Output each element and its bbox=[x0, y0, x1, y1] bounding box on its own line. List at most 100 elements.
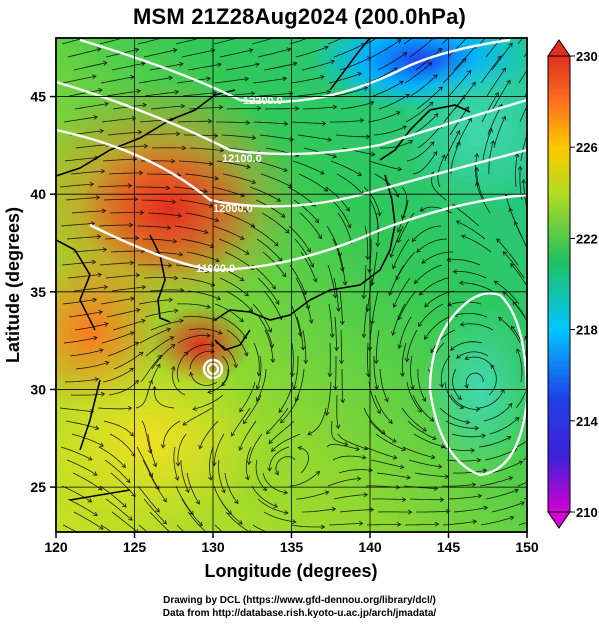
streamline-arrowhead bbox=[156, 363, 161, 369]
streamline-arrowhead bbox=[514, 488, 519, 494]
streamline bbox=[445, 420, 479, 429]
streamline bbox=[520, 133, 527, 162]
streamline-arrowhead bbox=[457, 395, 462, 400]
y-tick-label: 30 bbox=[30, 381, 46, 397]
streamline-arrowhead bbox=[396, 228, 402, 233]
streamline bbox=[268, 420, 295, 444]
streamline-arrowhead bbox=[397, 344, 403, 350]
streamline-arrowhead bbox=[283, 490, 289, 495]
streamline bbox=[475, 153, 479, 188]
streamline bbox=[459, 282, 493, 292]
streamline bbox=[302, 106, 337, 110]
streamline-arrowhead bbox=[212, 317, 217, 322]
streamline-arrowhead bbox=[464, 106, 469, 111]
streamline bbox=[336, 394, 339, 429]
streamline bbox=[75, 144, 110, 149]
x-tick-label: 125 bbox=[123, 539, 147, 555]
streamline bbox=[408, 459, 442, 468]
streamline-arrowhead bbox=[355, 446, 360, 451]
x-axis: 120 125 130 135 140 145 150 bbox=[44, 532, 539, 555]
streamline-arrowhead bbox=[255, 62, 260, 67]
streamline bbox=[366, 524, 401, 526]
map-title: MSM 21Z28Aug2024 (200.0hPa) bbox=[132, 4, 467, 29]
streamline-arrowhead bbox=[203, 188, 208, 194]
streamline bbox=[71, 210, 106, 214]
streamline bbox=[222, 173, 256, 184]
contour-label: 11900.0 bbox=[196, 263, 235, 275]
streamline bbox=[149, 63, 184, 71]
streamline bbox=[299, 212, 322, 239]
streamline-arrowhead bbox=[510, 325, 516, 331]
x-tick-label: 150 bbox=[515, 539, 539, 555]
streamline-arrowhead bbox=[329, 333, 335, 339]
streamline bbox=[453, 469, 487, 474]
streamline bbox=[239, 381, 256, 412]
streamline-arrowhead bbox=[474, 166, 480, 172]
streamline bbox=[295, 46, 329, 58]
streamline-arrowhead bbox=[280, 34, 284, 38]
streamline bbox=[410, 355, 414, 390]
streamline bbox=[138, 77, 173, 84]
colorbar-tick-label: 214 bbox=[576, 414, 598, 429]
streamline bbox=[245, 446, 252, 480]
streamline bbox=[340, 101, 374, 110]
streamline-arrowhead bbox=[174, 89, 180, 95]
streamline bbox=[188, 106, 223, 110]
streamline bbox=[181, 49, 215, 58]
streamline-arrowhead bbox=[96, 234, 102, 240]
streamline-arrowhead bbox=[343, 441, 349, 447]
streamline-arrowhead bbox=[320, 75, 325, 80]
streamline-arrowhead bbox=[524, 335, 527, 341]
streamline bbox=[477, 389, 505, 409]
streamline bbox=[397, 212, 415, 243]
streamline bbox=[363, 186, 381, 216]
streamline-arrowhead bbox=[135, 272, 141, 278]
streamline bbox=[151, 344, 176, 370]
streamline-arrowhead bbox=[213, 133, 219, 139]
streamline bbox=[516, 440, 527, 448]
streamline bbox=[111, 62, 145, 71]
streamline-arrowhead bbox=[459, 321, 465, 327]
streamline-arrowhead bbox=[246, 460, 252, 466]
streamline bbox=[137, 38, 164, 45]
streamline-arrowhead bbox=[218, 104, 224, 110]
streamline-arrowhead bbox=[413, 279, 419, 285]
streamline-arrowhead bbox=[127, 406, 133, 411]
streamline bbox=[482, 128, 493, 162]
streamline-arrowhead bbox=[181, 145, 187, 151]
streamline-arrowhead bbox=[243, 352, 249, 357]
streamline-arrowhead bbox=[402, 52, 408, 57]
streamline-arrowhead bbox=[391, 438, 397, 443]
streamline bbox=[295, 368, 305, 402]
streamline bbox=[112, 319, 146, 331]
streamline bbox=[341, 369, 344, 403]
colorbar-tick-label: 218 bbox=[576, 323, 598, 338]
streamline-arrowhead bbox=[530, 141, 534, 145]
streamline-arrowhead bbox=[393, 67, 398, 72]
streamline bbox=[74, 103, 109, 110]
streamline bbox=[298, 173, 329, 192]
streamline-arrowhead bbox=[503, 31, 507, 35]
streamline-arrowhead bbox=[250, 91, 256, 97]
streamline bbox=[220, 316, 247, 339]
streamline bbox=[107, 131, 142, 136]
streamline bbox=[483, 403, 513, 422]
streamline-arrowhead bbox=[481, 433, 486, 439]
streamline-arrowhead bbox=[95, 195, 101, 201]
streamline-arrowhead bbox=[470, 448, 476, 453]
streamline-arrowhead bbox=[433, 151, 438, 156]
streamline bbox=[417, 124, 443, 149]
streamline-arrowhead bbox=[397, 238, 402, 244]
streamline bbox=[97, 407, 132, 410]
streamline-arrowhead bbox=[221, 381, 226, 387]
streamline bbox=[225, 290, 253, 312]
streamline-arrowhead bbox=[142, 102, 148, 108]
streamline-arrowhead bbox=[430, 348, 435, 354]
streamline-arrowhead bbox=[175, 462, 181, 467]
streamline-arrowhead bbox=[369, 507, 375, 513]
x-tick-label: 130 bbox=[201, 539, 225, 555]
streamline-arrowhead bbox=[475, 407, 481, 412]
streamline-arrowhead bbox=[98, 348, 104, 353]
streamline bbox=[252, 524, 268, 532]
streamline-arrowhead bbox=[267, 328, 273, 333]
